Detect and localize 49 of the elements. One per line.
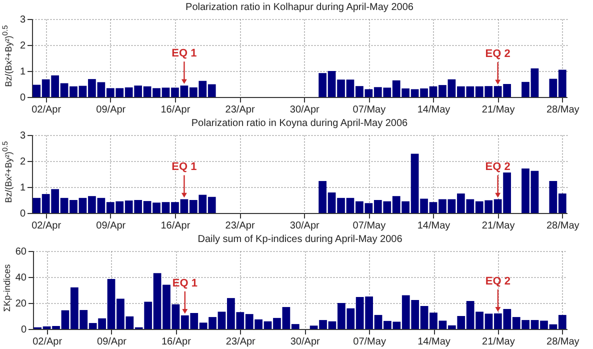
y-tick-label: 3 — [20, 130, 26, 142]
x-tick-label: 21/May — [482, 336, 515, 348]
x-tick-label: 14/May — [418, 336, 450, 348]
x-tick-label: 09/Apr — [97, 336, 128, 348]
y-tick-label: 20 — [15, 298, 27, 310]
y-tick-label: 0 — [20, 324, 27, 336]
annotation: EQ 1 — [172, 161, 197, 174]
x-tick-label: 14/May — [417, 104, 450, 116]
x-tick-label: 09/Apr — [96, 104, 126, 116]
y-tick-label: 3 — [20, 14, 26, 26]
x-tick-label: 30/Apr — [290, 336, 320, 348]
annotation: EQ 2 — [485, 161, 510, 174]
y-tick-label: 40 — [15, 272, 27, 284]
annotation: EQ 2 — [485, 275, 510, 288]
x-tick-label: 16/Apr — [160, 220, 191, 232]
annotation: EQ 1 — [172, 277, 198, 290]
y-tick-label: 0 — [20, 208, 26, 220]
annotation: EQ 2 — [485, 48, 510, 60]
y-tick-label: 1 — [20, 182, 26, 194]
x-tick-label: 02/Apr — [32, 336, 63, 348]
x-tick-label: 28/May — [546, 104, 580, 116]
x-tick-label: 30/Apr — [290, 104, 320, 116]
y-tick-label: 2 — [20, 40, 26, 52]
x-tick-label: 23/Apr — [226, 336, 256, 348]
x-tick-label: 16/Apr — [160, 104, 191, 116]
y-tick-label: 2 — [20, 156, 26, 168]
chart-title: Polarization ratio in Kolhapur during April-May 2006 — [186, 2, 414, 13]
x-tick-label: 28/May — [546, 220, 580, 232]
x-tick-label: 09/Apr — [96, 220, 126, 232]
x-tick-label: 07/May — [353, 336, 386, 348]
x-tick-label: 23/Apr — [225, 104, 256, 116]
x-tick-label: 30/Apr — [290, 220, 320, 232]
x-tick-label: 23/Apr — [225, 220, 256, 232]
y-tick-label: 0 — [20, 92, 26, 104]
x-tick-label: 02/Apr — [32, 104, 62, 116]
annotation: EQ 1 — [172, 48, 197, 60]
x-tick-label: 21/May — [482, 104, 515, 116]
x-tick-label: 16/Apr — [161, 336, 192, 348]
x-tick-label: 07/May — [352, 220, 386, 232]
x-tick-label: 07/May — [352, 104, 386, 116]
chart-title: Polarization ratio in Koyna during April-May 2006 — [191, 118, 408, 129]
y-tick-label: 60 — [15, 246, 27, 258]
x-tick-label: 14/May — [417, 220, 450, 232]
x-tick-label: 21/May — [482, 220, 515, 232]
y-tick-label: 1 — [20, 66, 26, 78]
y-axis-title: ΣKp-indices — [2, 264, 12, 312]
chart-title: Daily sum of Kp-indices during April-May 2006 — [198, 234, 403, 245]
x-tick-label: 02/Apr — [32, 220, 62, 232]
x-tick-label: 28/May — [546, 336, 580, 348]
